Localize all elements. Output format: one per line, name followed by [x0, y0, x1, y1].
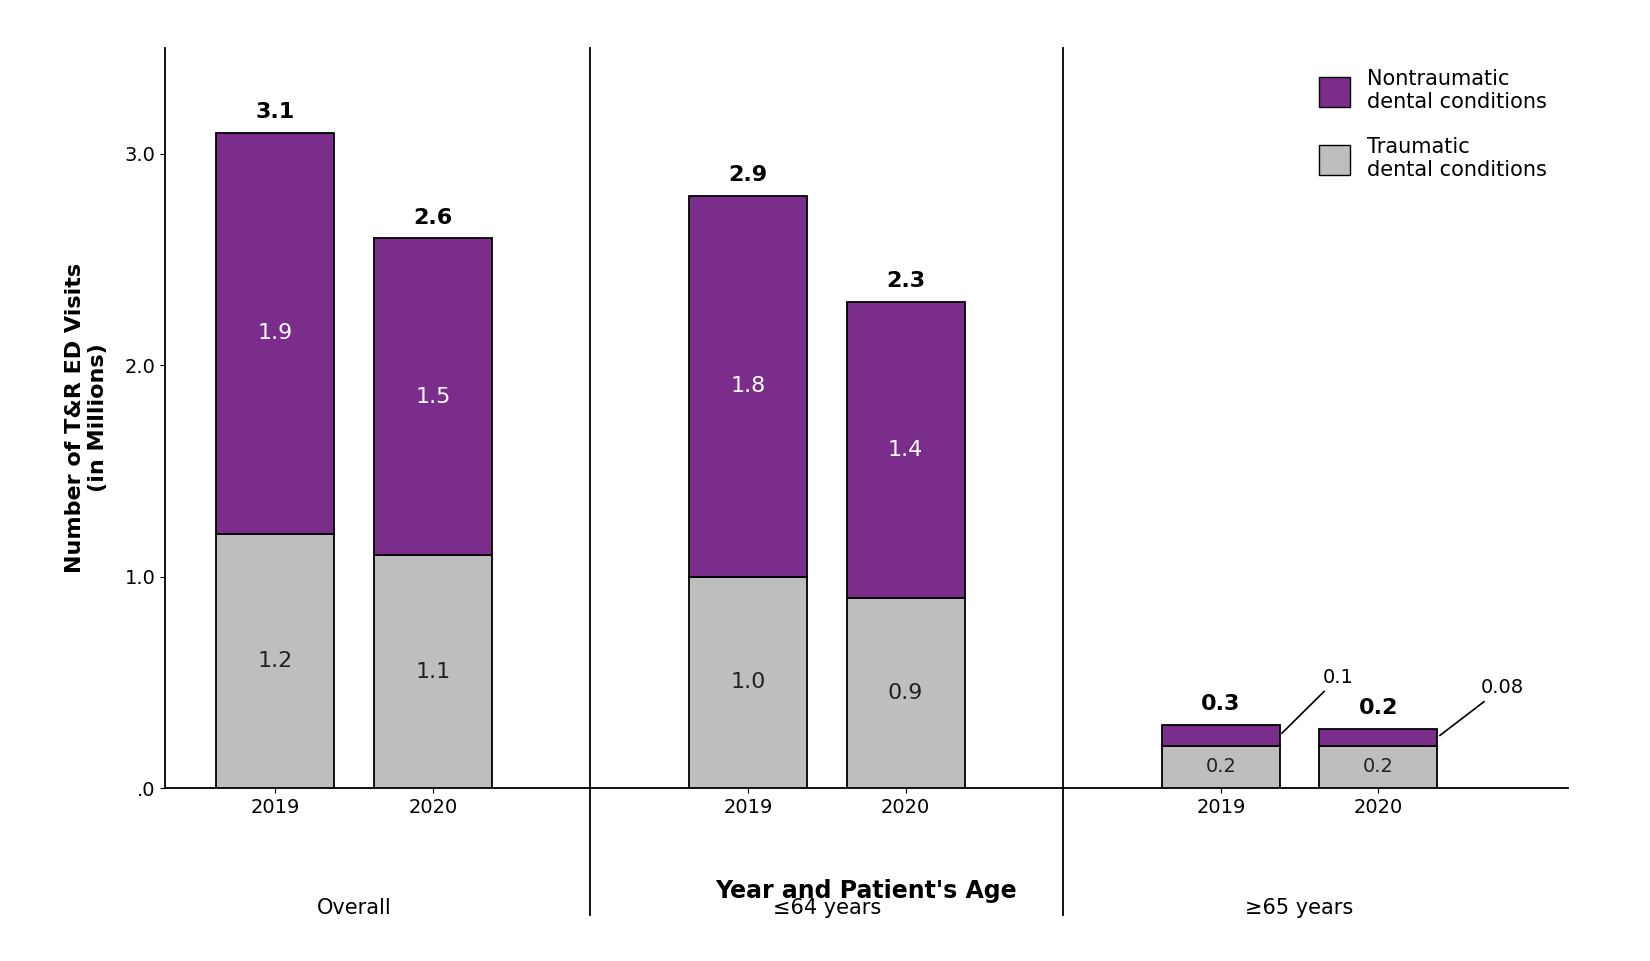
- Text: 0.08: 0.08: [1440, 678, 1525, 735]
- Text: 0.2: 0.2: [1206, 757, 1236, 776]
- Y-axis label: Number of T&R ED Visits
(in Millions): Number of T&R ED Visits (in Millions): [64, 263, 107, 573]
- Text: 0.2: 0.2: [1358, 699, 1398, 718]
- Text: 1.4: 1.4: [888, 440, 924, 459]
- Legend: Nontraumatic
dental conditions, Traumatic
dental conditions: Nontraumatic dental conditions, Traumati…: [1308, 59, 1558, 190]
- Bar: [1320, 728, 1437, 746]
- Bar: [1162, 725, 1280, 746]
- Bar: [690, 577, 807, 788]
- Text: 1.8: 1.8: [731, 377, 766, 396]
- Bar: [216, 534, 335, 788]
- Text: 0.3: 0.3: [1201, 694, 1241, 714]
- Text: 1.1: 1.1: [416, 662, 450, 681]
- Bar: [1162, 746, 1280, 788]
- Bar: [375, 238, 492, 555]
- Bar: [846, 302, 965, 598]
- Bar: [216, 133, 335, 534]
- Text: 0.9: 0.9: [888, 683, 924, 702]
- Bar: [375, 555, 492, 788]
- Text: ≤64 years: ≤64 years: [772, 898, 881, 918]
- Bar: [690, 196, 807, 577]
- Text: 2.3: 2.3: [886, 271, 926, 291]
- Bar: [846, 598, 965, 788]
- Bar: [1320, 746, 1437, 788]
- Text: 3.1: 3.1: [256, 102, 295, 122]
- Text: 2.9: 2.9: [729, 165, 767, 185]
- Text: 0.1: 0.1: [1282, 668, 1355, 733]
- Text: 1.5: 1.5: [416, 387, 450, 407]
- Text: 1.2: 1.2: [257, 652, 294, 671]
- Text: 1.0: 1.0: [731, 673, 766, 692]
- Text: 2.6: 2.6: [412, 208, 452, 228]
- Text: 1.9: 1.9: [257, 324, 294, 343]
- Text: Overall: Overall: [317, 898, 391, 918]
- Text: ≥65 years: ≥65 years: [1246, 898, 1353, 918]
- X-axis label: Year and Patient's Age: Year and Patient's Age: [716, 879, 1016, 903]
- Text: 0.2: 0.2: [1363, 757, 1394, 776]
